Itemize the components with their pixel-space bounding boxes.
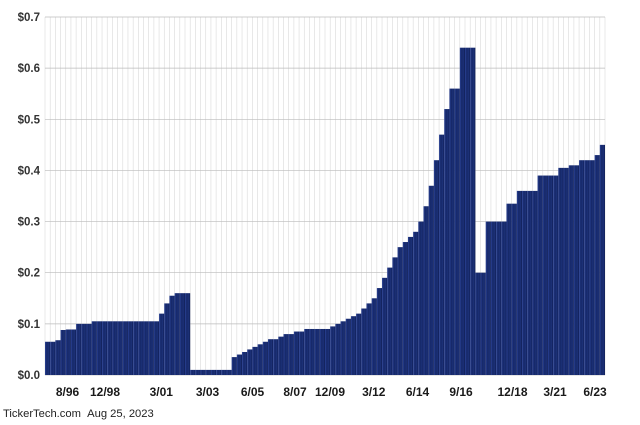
svg-text:$0.0: $0.0 bbox=[18, 370, 40, 382]
svg-text:12/98: 12/98 bbox=[90, 385, 120, 399]
svg-text:6/05: 6/05 bbox=[241, 385, 265, 399]
svg-text:8/07: 8/07 bbox=[283, 385, 307, 399]
svg-text:$0.6: $0.6 bbox=[18, 63, 40, 75]
svg-text:$0.4: $0.4 bbox=[18, 165, 41, 177]
svg-text:6/23: 6/23 bbox=[583, 385, 607, 399]
svg-text:$0.1: $0.1 bbox=[18, 319, 41, 331]
svg-text:3/03: 3/03 bbox=[196, 385, 220, 399]
svg-text:12/18: 12/18 bbox=[497, 385, 527, 399]
svg-text:9/16: 9/16 bbox=[449, 385, 473, 399]
svg-text:$0.7: $0.7 bbox=[18, 12, 40, 24]
svg-text:$0.5: $0.5 bbox=[18, 114, 41, 126]
svg-text:3/01: 3/01 bbox=[150, 385, 174, 399]
svg-text:8/96: 8/96 bbox=[56, 385, 80, 399]
svg-text:$0.2: $0.2 bbox=[18, 268, 40, 280]
svg-text:3/12: 3/12 bbox=[362, 385, 386, 399]
svg-text:12/09: 12/09 bbox=[315, 385, 345, 399]
svg-text:$0.3: $0.3 bbox=[18, 217, 40, 229]
svg-text:3/21: 3/21 bbox=[543, 385, 567, 399]
svg-text:6/14: 6/14 bbox=[406, 385, 430, 399]
